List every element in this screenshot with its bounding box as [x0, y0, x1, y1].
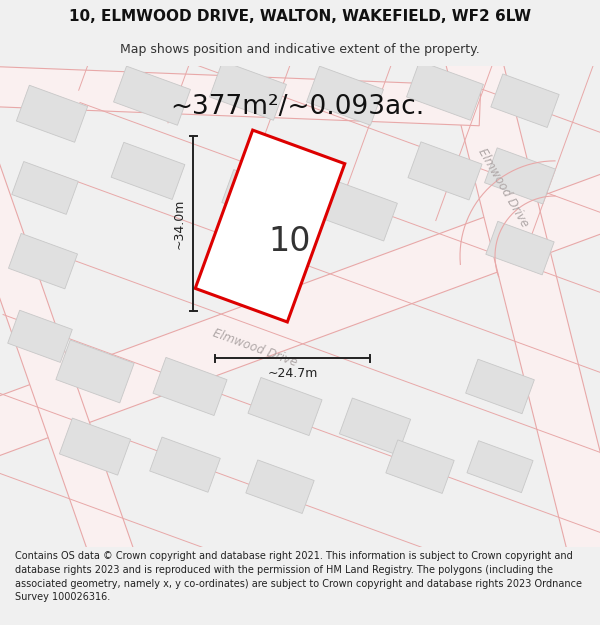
Text: ~377m²/~0.093ac.: ~377m²/~0.093ac. — [170, 94, 424, 120]
Text: Map shows position and indicative extent of the property.: Map shows position and indicative extent… — [120, 42, 480, 56]
Polygon shape — [209, 61, 286, 120]
Text: ~34.0m: ~34.0m — [173, 198, 185, 249]
Polygon shape — [407, 61, 484, 120]
Polygon shape — [195, 130, 345, 322]
Polygon shape — [323, 181, 397, 241]
Text: 10, ELMWOOD DRIVE, WALTON, WAKEFIELD, WF2 6LW: 10, ELMWOOD DRIVE, WALTON, WAKEFIELD, WF… — [69, 9, 531, 24]
Polygon shape — [386, 440, 454, 494]
Polygon shape — [113, 66, 190, 125]
Polygon shape — [340, 398, 410, 455]
Polygon shape — [222, 169, 288, 222]
Polygon shape — [12, 161, 78, 214]
Text: Elmwood Drive: Elmwood Drive — [211, 327, 299, 369]
Text: 10: 10 — [269, 224, 311, 258]
Polygon shape — [8, 233, 77, 289]
Polygon shape — [0, 66, 481, 126]
Polygon shape — [466, 359, 535, 414]
Polygon shape — [56, 340, 134, 403]
Polygon shape — [486, 221, 554, 275]
Polygon shape — [0, 159, 600, 463]
Polygon shape — [150, 437, 220, 493]
Polygon shape — [8, 310, 72, 362]
Polygon shape — [246, 460, 314, 514]
Polygon shape — [59, 418, 131, 475]
Polygon shape — [111, 142, 185, 199]
Polygon shape — [467, 441, 533, 493]
Polygon shape — [408, 142, 482, 200]
Polygon shape — [248, 378, 322, 436]
Polygon shape — [443, 39, 600, 574]
Text: Contains OS data © Crown copyright and database right 2021. This information is : Contains OS data © Crown copyright and d… — [15, 551, 582, 602]
Polygon shape — [16, 85, 88, 142]
Text: ~24.7m: ~24.7m — [268, 367, 317, 380]
Text: Elmwood Drive: Elmwood Drive — [475, 146, 531, 229]
Polygon shape — [307, 66, 383, 125]
Polygon shape — [485, 148, 556, 204]
Polygon shape — [153, 357, 227, 416]
Polygon shape — [224, 244, 286, 292]
Polygon shape — [0, 139, 141, 584]
Polygon shape — [491, 74, 559, 128]
